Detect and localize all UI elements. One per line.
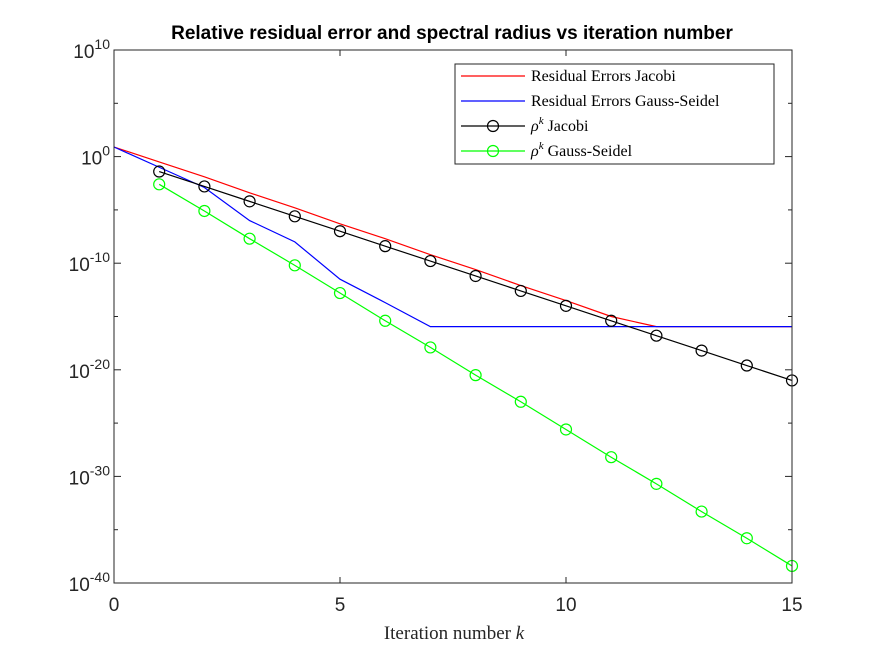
legend: Residual Errors Jacobi Residual Errors Ga… [454,63,775,165]
y-tick-label: 10-20 [69,356,111,383]
series-point-2 [740,359,753,372]
series-point-3 [198,204,211,218]
x-tick-label: 15 [781,595,802,616]
series-point-3 [424,341,437,354]
series-point-2 [424,254,437,268]
series-point-3 [514,395,527,408]
series-point-3 [559,423,573,436]
x-tick-label: 5 [335,595,346,616]
series-line-1 [113,146,792,328]
series-point-3 [379,314,392,327]
series-point-3 [469,369,482,382]
y-tick-label: 10-10 [69,249,111,276]
x-tick-label: 0 [109,595,120,616]
series-point-2 [379,240,392,253]
legend-marker [486,119,500,133]
y-tick-labels: 1010 100 10-10 10-20 10-30 10-40 [69,36,111,596]
y-tick-label: 10-30 [69,462,111,489]
series-line-2 [159,170,793,382]
series-point-3 [243,232,256,245]
y-tick-label: 10-40 [69,569,111,596]
series-point-2 [559,299,573,312]
series-point-3 [605,451,618,464]
series-point-3 [650,477,663,490]
series-point-2 [153,165,166,178]
legend-label: ρk Gauss-Seidel [530,140,633,160]
y-tick-label: 1010 [73,36,110,63]
chart-title: Relative residual error and spectral rad… [171,23,733,44]
legend-marker [486,144,500,158]
legend-label: Residual Errors Gauss-Seidel [531,93,720,110]
series-point-2 [198,180,211,193]
series-point-3 [153,178,166,191]
series-point-2 [650,329,663,342]
plot-frame [113,49,793,584]
series-point-2 [605,314,618,327]
series-point-2 [333,225,347,238]
x-tick-label: 10 [555,595,576,616]
series-point-2 [243,195,256,208]
x-axis-label-var: k [516,623,525,644]
y-tick-label: 100 [81,143,110,170]
series-point-3 [740,532,753,545]
legend-box [454,63,775,165]
series-layer [113,146,799,573]
series-point-2 [695,344,708,357]
series-point-3 [333,286,347,300]
series-point-2 [469,269,482,283]
x-axis-label-text: Iteration number [384,623,512,644]
series-line-3 [158,183,793,567]
series-point-2 [514,284,527,298]
x-tick-labels: 0 5 10 15 [109,595,803,616]
legend-label: Residual Errors Jacobi [531,68,676,85]
x-axis-label: Iteration number k [384,623,525,644]
series-point-3 [288,259,301,272]
series-point-2 [288,210,301,223]
legend-label: ρk Jacobi [530,115,589,135]
series-point-3 [695,505,708,518]
